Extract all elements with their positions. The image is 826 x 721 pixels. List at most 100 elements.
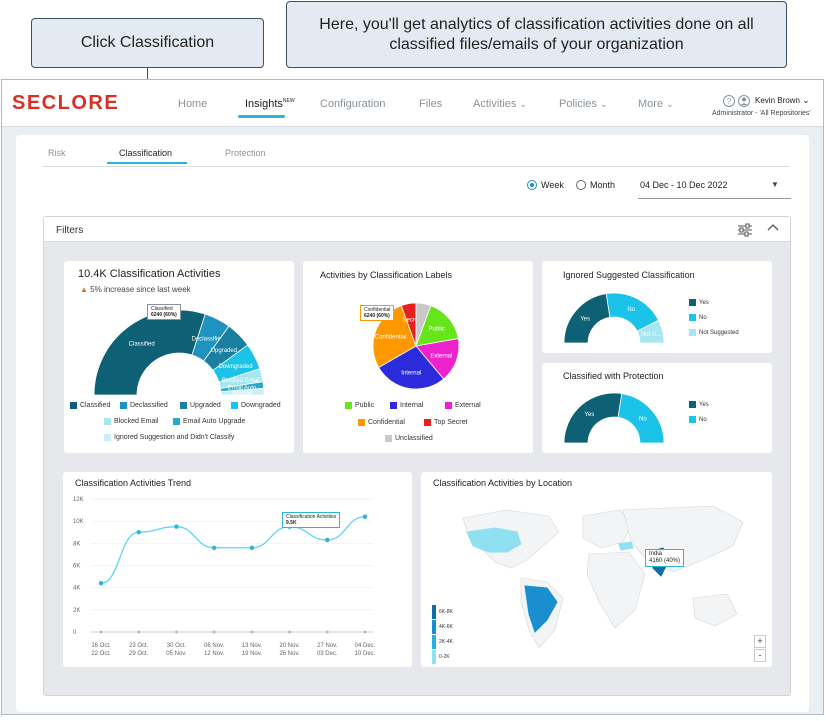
- nav-home[interactable]: Home: [178, 98, 208, 110]
- legend-item[interactable]: Top Secret: [424, 419, 467, 426]
- x-tick-mark: [363, 630, 367, 634]
- legend-item[interactable]: Ignored Suggestion and Didn't Classify: [104, 434, 234, 441]
- trend-data-point[interactable]: [249, 545, 255, 550]
- y-tick-label: 6K: [73, 564, 80, 570]
- nav-files[interactable]: Files: [419, 98, 443, 110]
- donut-slice[interactable]: [220, 387, 265, 395]
- y-tick-label: 2K: [73, 608, 80, 614]
- chevron-up-icon[interactable]: [766, 222, 780, 237]
- nav-policies-label: Policies: [559, 98, 597, 110]
- legend-label: Declassified: [130, 402, 168, 409]
- date-range-select[interactable]: 04 Dec - 10 Dec 2022: [640, 180, 728, 190]
- month-radio[interactable]: Month: [576, 180, 615, 190]
- pie-slice[interactable]: [415, 305, 459, 347]
- pie-slice[interactable]: [372, 305, 417, 369]
- trend-tooltip: Classification Activities 9.5K: [282, 512, 341, 528]
- pie-slice[interactable]: [415, 302, 432, 347]
- legend-swatch: [424, 419, 431, 426]
- trend-data-point[interactable]: [211, 545, 217, 550]
- confidential-tooltip: Confidential 6240 (60%): [360, 305, 395, 321]
- x-tick-mark: [137, 630, 141, 634]
- card-title: Classified with Protection: [563, 371, 664, 381]
- pie-slice[interactable]: [378, 345, 445, 390]
- legend-item[interactable]: Downgraded: [231, 402, 281, 409]
- legend-item[interactable]: Blocked Email: [104, 418, 158, 425]
- help-icon[interactable]: ?: [723, 94, 751, 108]
- legend-item[interactable]: Yes: [689, 299, 709, 306]
- nav-insights[interactable]: InsightsNEW: [245, 98, 295, 110]
- map-usa-region[interactable]: [466, 527, 522, 553]
- legend-item[interactable]: External: [445, 402, 481, 409]
- dropdown-caret-icon[interactable]: ▼: [771, 180, 779, 189]
- legend-item[interactable]: Email Auto Upgrade: [173, 418, 245, 425]
- x-tick-label: 06 Nov.: [204, 643, 225, 649]
- map-legend-label: 6K-8K: [439, 609, 453, 615]
- map-australia: [692, 593, 738, 627]
- week-radio[interactable]: Week: [527, 180, 564, 190]
- tab-active-underline: [107, 162, 187, 164]
- user-menu[interactable]: Kevin Brown ⌄: [755, 95, 810, 106]
- seclore-logo[interactable]: SECLORE: [12, 92, 120, 114]
- chevron-down-icon: ⌄: [599, 99, 608, 109]
- trend-data-point[interactable]: [136, 530, 141, 535]
- week-label: Week: [541, 180, 564, 190]
- legend-item[interactable]: Public: [345, 402, 374, 409]
- nav-configuration[interactable]: Configuration: [320, 98, 386, 110]
- slice-label: Ignored: [232, 391, 252, 395]
- legend-item[interactable]: Upgraded: [180, 402, 221, 409]
- legend-item[interactable]: Unclassified: [385, 435, 433, 442]
- legend-item[interactable]: Classified: [70, 402, 110, 409]
- pie-slice[interactable]: [415, 338, 460, 380]
- y-tick-label: 10K: [73, 519, 84, 525]
- legend-item[interactable]: Confidential: [358, 419, 405, 426]
- tab-classification[interactable]: Classification: [119, 148, 173, 158]
- x-tick-label: 03 Dec.: [317, 651, 338, 657]
- x-tick-label: 05 Nov.: [166, 651, 187, 657]
- chevron-down-icon: ⌄: [802, 95, 810, 105]
- card-title: Classification Activities by Location: [433, 478, 573, 488]
- legend-label: Yes: [699, 299, 709, 306]
- nav-more[interactable]: More ⌄: [638, 98, 674, 110]
- map-legend-item: 4K-6K: [432, 620, 453, 634]
- tooltip-value: 9.5K: [286, 520, 297, 526]
- tab-risk[interactable]: Risk: [48, 148, 66, 158]
- tooltip-label: Classified: [151, 306, 173, 312]
- callout-text: Here, you'll get analytics of classifica…: [319, 15, 754, 53]
- legend-item[interactable]: Declassified: [120, 402, 168, 409]
- x-tick-mark: [99, 630, 103, 634]
- nav-active-underline: [238, 115, 285, 118]
- nav-activities[interactable]: Activities ⌄: [473, 98, 527, 110]
- legend-item[interactable]: Internal: [390, 402, 423, 409]
- trend-data-point[interactable]: [98, 581, 104, 586]
- donut-slice[interactable]: [93, 309, 206, 395]
- nav-policies[interactable]: Policies ⌄: [559, 98, 608, 110]
- card-title: Ignored Suggested Classification: [563, 270, 695, 280]
- nav-activities-label: Activities: [473, 98, 517, 110]
- x-tick-mark: [212, 630, 216, 634]
- y-tick-label: 4K: [73, 586, 80, 592]
- zoom-in-button[interactable]: +: [754, 635, 766, 648]
- filter-settings-icon[interactable]: [737, 223, 753, 240]
- top-navigation-bar: SECLORE Home InsightsNEW Configuration F…: [2, 80, 823, 127]
- map-small-region[interactable]: [618, 541, 634, 551]
- legend-swatch: [689, 401, 696, 408]
- trend-data-point[interactable]: [325, 537, 330, 543]
- legend-item[interactable]: Yes: [689, 401, 709, 408]
- slice-label: No: [627, 307, 635, 313]
- world-map[interactable]: [451, 502, 751, 652]
- tab-protection[interactable]: Protection: [225, 148, 266, 158]
- map-brazil-region[interactable]: [524, 585, 558, 633]
- trend-data-point[interactable]: [362, 514, 368, 519]
- trend-data-point[interactable]: [174, 524, 179, 529]
- legend-item[interactable]: No: [689, 314, 707, 321]
- legend-item[interactable]: No: [689, 416, 707, 423]
- x-tick-label: 29 Oct.: [129, 651, 149, 657]
- map-africa: [586, 551, 646, 629]
- filters-header[interactable]: Filters: [44, 217, 790, 242]
- insights-content: Risk Classification Protection Week Mont…: [16, 135, 809, 712]
- zoom-out-button[interactable]: -: [754, 649, 766, 662]
- donut-slice[interactable]: [636, 319, 664, 343]
- legend-item[interactable]: Not Suggested: [689, 329, 739, 336]
- india-tooltip: India 4160 (40%): [645, 549, 685, 567]
- slice-label: Upgraded: [211, 348, 237, 354]
